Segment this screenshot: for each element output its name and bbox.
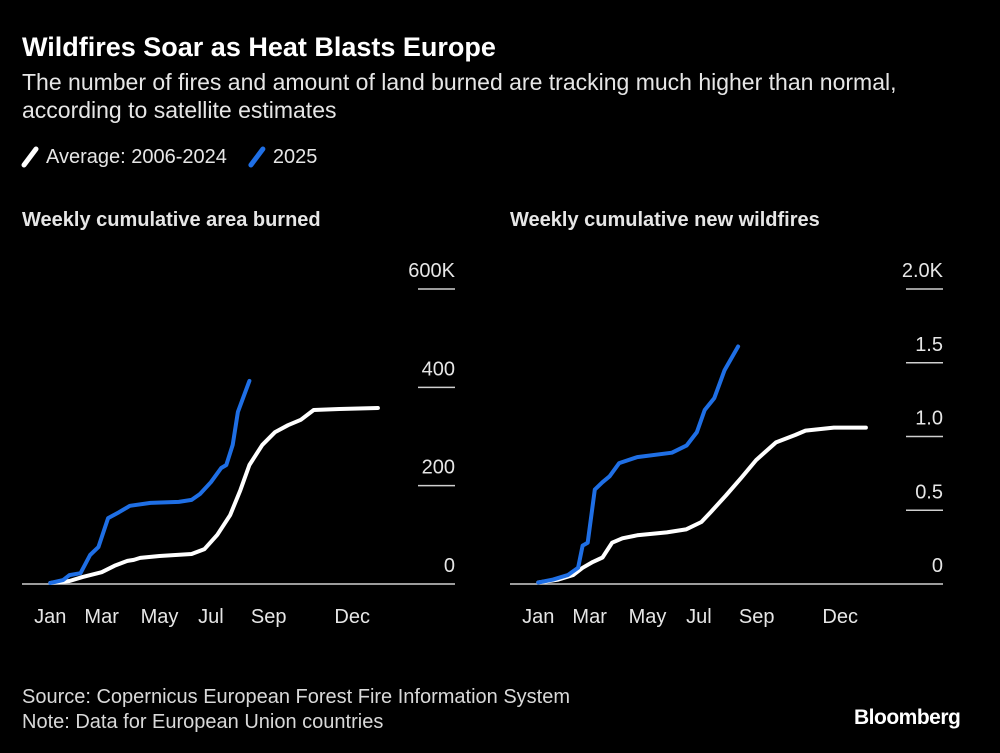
x-tick-label: Sep <box>251 606 287 628</box>
x-tick-label: Sep <box>739 606 775 628</box>
legend-swatch <box>248 146 266 168</box>
title: Wildfires Soar as Heat Blasts Europe <box>22 32 496 62</box>
line <box>536 344 741 585</box>
y-tick-label: 600K <box>408 260 455 282</box>
x-tick-label: Jan <box>34 606 66 628</box>
y-tick-label: 400 <box>422 358 455 380</box>
brand: Bloomberg <box>854 706 961 729</box>
x-tick-label: Jan <box>522 606 554 628</box>
legend-label: Average: 2006-2024 <box>46 146 227 168</box>
charts: Average: 2006-2024 2025 Weekly cumulative … <box>21 146 944 628</box>
x-tick-label: Dec <box>822 606 858 628</box>
x-tick-label: Jul <box>198 606 224 628</box>
subtitle: The number of fires and amount of land b… <box>22 69 897 123</box>
x-tick-label: May <box>629 606 667 628</box>
x-tick-label: Mar <box>572 606 607 628</box>
y-tick-label: 200 <box>422 457 455 479</box>
line <box>536 425 868 585</box>
x-tick-label: May <box>141 606 179 628</box>
source: Source: Copernicus European Forest Fire … <box>22 686 571 708</box>
chart-title: Weekly cumulative area burned <box>22 209 321 231</box>
chart-title: Weekly cumulative new wildfires <box>510 209 820 231</box>
y-tick-label: 1.5 <box>915 334 943 356</box>
y-tick-label: 0 <box>932 555 943 577</box>
legend-label: 2025 <box>273 146 318 168</box>
line <box>48 406 380 585</box>
y-tick-label: 1.0 <box>915 408 943 430</box>
y-tick-label: 0 <box>444 555 455 577</box>
note: Note: Data for European Union countries <box>22 711 384 733</box>
legend-swatch <box>21 146 39 168</box>
y-tick-label: 0.5 <box>915 481 943 503</box>
x-tick-label: Mar <box>84 606 119 628</box>
x-tick-label: Jul <box>686 606 712 628</box>
y-tick-label: 2.0K <box>902 260 944 282</box>
x-tick-label: Dec <box>334 606 370 628</box>
line <box>48 378 252 585</box>
